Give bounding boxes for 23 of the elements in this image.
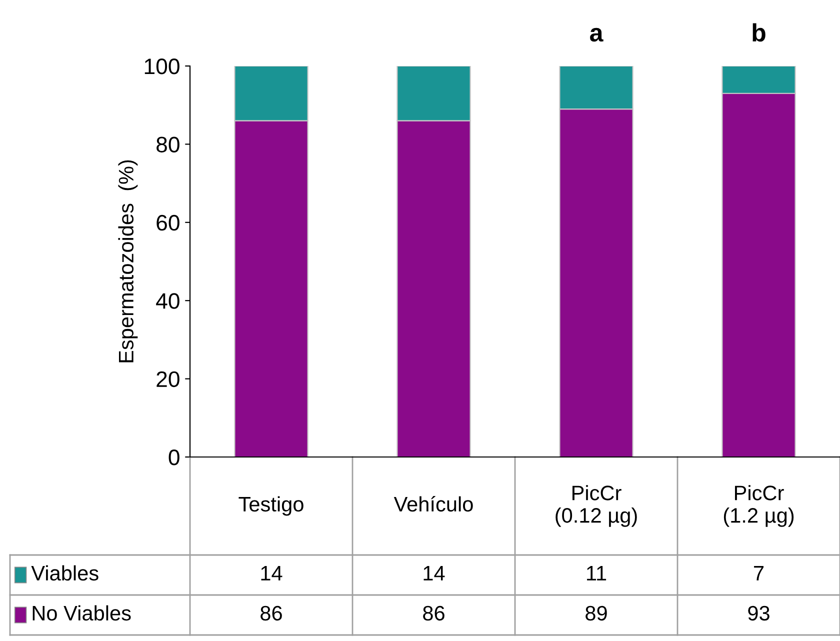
- y-tick-label: 80: [156, 136, 180, 152]
- data-label: 89: [586, 606, 607, 621]
- data-label: 86: [423, 606, 444, 621]
- y-tick-label: 40: [156, 293, 180, 309]
- x-tick-label: Vehículo: [394, 496, 473, 512]
- y-axis-title: Espermatozoides (%): [118, 160, 138, 362]
- x-tick-label: PicCr (0.12 µg): [556, 485, 637, 527]
- data-label: 86: [260, 606, 282, 621]
- data-label: 14: [261, 566, 282, 580]
- y-tick-label: 60: [156, 214, 180, 231]
- legend-label: Viables: [31, 565, 98, 581]
- annotation: a: [590, 28, 604, 42]
- y-tick-label: 0: [168, 450, 180, 466]
- data-label: 14: [424, 566, 445, 580]
- data-label: 93: [748, 606, 770, 621]
- annotation: b: [752, 23, 766, 42]
- data-label: 11: [587, 566, 606, 580]
- y-tick-label: 20: [156, 371, 180, 388]
- x-tick-label: Testigo: [238, 496, 304, 516]
- y-tick-label: 100: [144, 58, 180, 74]
- x-tick-label: PicCr (1.2 µg): [724, 485, 794, 527]
- legend-label: No Viables: [32, 605, 131, 621]
- data-label: 7: [754, 566, 764, 580]
